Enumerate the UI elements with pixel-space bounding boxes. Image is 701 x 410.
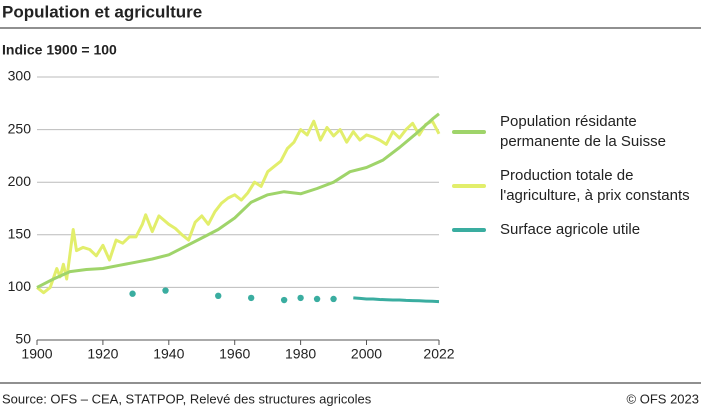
data-point bbox=[280, 296, 288, 304]
y-tick-label: 100 bbox=[8, 278, 32, 294]
data-point bbox=[215, 292, 222, 300]
legend-label: Surface agricole utile bbox=[500, 221, 641, 238]
legend-swatch bbox=[452, 184, 486, 188]
legend-label: Production totale de l'agriculture, à pr… bbox=[500, 167, 690, 204]
data-point bbox=[129, 290, 136, 297]
x-tick-label: 1940 bbox=[153, 346, 184, 362]
y-tick-label: 150 bbox=[8, 226, 32, 242]
data-point bbox=[330, 295, 337, 303]
data-point bbox=[313, 295, 321, 303]
subtitle: Indice 1900 = 100 bbox=[2, 42, 117, 58]
source: Source: OFS – CEA, STATPOP, Relevé des s… bbox=[2, 391, 372, 406]
legend-swatch bbox=[452, 130, 486, 134]
y-tick-label: 300 bbox=[8, 68, 32, 84]
data-line bbox=[36, 112, 440, 289]
copyright: © OFS 2023 bbox=[627, 391, 699, 406]
legend: Population résidante permanente de la Su… bbox=[452, 112, 697, 254]
data-point bbox=[247, 294, 255, 302]
x-tick-label: 2000 bbox=[351, 346, 382, 362]
y-tick-label: 250 bbox=[8, 120, 32, 136]
data-line bbox=[353, 296, 440, 304]
x-tick-label: 1920 bbox=[87, 346, 118, 362]
data-point bbox=[162, 287, 169, 294]
x-tick-label: 1980 bbox=[285, 346, 316, 362]
x-tick-label: 2022 bbox=[423, 346, 454, 362]
y-tick-label: 50 bbox=[15, 331, 31, 347]
legend-label: Population résidante permanente de la Su… bbox=[500, 113, 666, 150]
data-point bbox=[297, 294, 304, 302]
x-tick-label: 1960 bbox=[219, 346, 250, 362]
legend-item: Population résidante permanente de la Su… bbox=[452, 112, 697, 152]
chart-title: Population et agriculture bbox=[2, 2, 202, 21]
data-line bbox=[36, 119, 441, 295]
x-tick-label: 1900 bbox=[21, 346, 52, 362]
legend-swatch bbox=[452, 228, 486, 232]
legend-item: Production totale de l'agriculture, à pr… bbox=[452, 166, 697, 206]
legend-item: Surface agricole utile bbox=[452, 220, 697, 240]
y-tick-label: 200 bbox=[8, 173, 32, 189]
